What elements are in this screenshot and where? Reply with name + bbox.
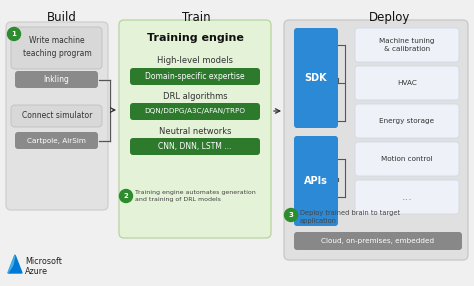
FancyBboxPatch shape bbox=[11, 105, 102, 127]
Text: High-level models: High-level models bbox=[157, 56, 233, 65]
Text: 3: 3 bbox=[289, 212, 293, 218]
Text: Machine tuning
& calibration: Machine tuning & calibration bbox=[379, 38, 435, 52]
Text: 2: 2 bbox=[124, 193, 128, 199]
Text: CNN, DNN, LSTM ...: CNN, DNN, LSTM ... bbox=[158, 142, 232, 151]
Polygon shape bbox=[8, 255, 22, 273]
Text: SDK: SDK bbox=[305, 73, 328, 83]
FancyBboxPatch shape bbox=[355, 66, 459, 100]
Text: DRL algorithms: DRL algorithms bbox=[163, 92, 228, 101]
FancyBboxPatch shape bbox=[130, 138, 260, 155]
Text: Deploy: Deploy bbox=[369, 11, 410, 24]
Polygon shape bbox=[8, 255, 15, 273]
FancyBboxPatch shape bbox=[355, 104, 459, 138]
FancyBboxPatch shape bbox=[130, 68, 260, 85]
FancyBboxPatch shape bbox=[294, 28, 338, 128]
Circle shape bbox=[119, 190, 133, 202]
Text: 1: 1 bbox=[11, 31, 17, 37]
FancyBboxPatch shape bbox=[119, 20, 271, 238]
FancyBboxPatch shape bbox=[15, 132, 98, 149]
Text: Deploy trained brain to target
application: Deploy trained brain to target applicati… bbox=[300, 210, 400, 224]
Circle shape bbox=[284, 208, 298, 221]
FancyBboxPatch shape bbox=[294, 232, 462, 250]
FancyBboxPatch shape bbox=[11, 27, 102, 69]
Text: Training engine: Training engine bbox=[146, 33, 244, 43]
Text: Cartpole, AirSim: Cartpole, AirSim bbox=[27, 138, 86, 144]
Text: Training engine automates generation
and training of DRL models: Training engine automates generation and… bbox=[135, 190, 256, 202]
Text: DQN/DDPG/A3C/AFAN/TRPO: DQN/DDPG/A3C/AFAN/TRPO bbox=[145, 108, 246, 114]
Text: Microsoft: Microsoft bbox=[25, 257, 62, 267]
FancyBboxPatch shape bbox=[355, 28, 459, 62]
Text: APIs: APIs bbox=[304, 176, 328, 186]
Text: Build: Build bbox=[47, 11, 77, 24]
Circle shape bbox=[8, 27, 20, 41]
Text: Energy storage: Energy storage bbox=[380, 118, 435, 124]
Text: Cloud, on-premises, embedded: Cloud, on-premises, embedded bbox=[321, 238, 435, 244]
Text: Azure: Azure bbox=[25, 267, 48, 277]
FancyBboxPatch shape bbox=[284, 20, 468, 260]
Text: Train: Train bbox=[182, 11, 210, 24]
Text: Motion control: Motion control bbox=[381, 156, 433, 162]
FancyBboxPatch shape bbox=[6, 22, 108, 210]
FancyBboxPatch shape bbox=[355, 180, 459, 214]
FancyBboxPatch shape bbox=[294, 136, 338, 226]
FancyBboxPatch shape bbox=[130, 103, 260, 120]
Text: Neutral networks: Neutral networks bbox=[159, 127, 231, 136]
FancyBboxPatch shape bbox=[355, 142, 459, 176]
Text: Connect simulator: Connect simulator bbox=[22, 112, 92, 120]
Text: Inkling: Inkling bbox=[44, 75, 69, 84]
Text: Write machine
teaching program: Write machine teaching program bbox=[23, 36, 91, 58]
FancyBboxPatch shape bbox=[15, 71, 98, 88]
Text: Domain-specific expertise: Domain-specific expertise bbox=[145, 72, 245, 81]
Text: ...: ... bbox=[401, 192, 412, 202]
Text: HVAC: HVAC bbox=[397, 80, 417, 86]
